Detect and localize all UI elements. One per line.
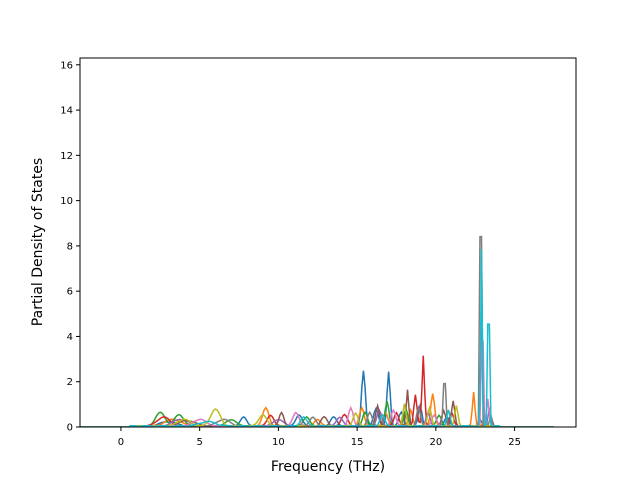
y-tick-label: 6 xyxy=(67,287,73,298)
x-tick-label: 25 xyxy=(508,437,521,448)
y-tick-label: 8 xyxy=(67,241,73,252)
plot-frame xyxy=(79,57,577,428)
y-tick-label: 12 xyxy=(60,151,73,162)
series-layer xyxy=(80,235,554,427)
y-tick-label: 4 xyxy=(67,332,73,343)
pdos-series-10 xyxy=(80,249,554,427)
x-tick-label: 5 xyxy=(196,437,202,448)
y-axis-ticks: 0 2 4 6 8 10 12 14 16 xyxy=(60,60,80,434)
x-tick-label: 15 xyxy=(351,437,364,448)
x-tick-label: 20 xyxy=(429,437,442,448)
x-tick-label: 10 xyxy=(272,437,285,448)
y-tick-label: 2 xyxy=(67,377,73,388)
x-axis-label: Frequency (THz) xyxy=(271,459,385,475)
y-tick-label: 16 xyxy=(60,60,73,71)
y-axis-label: Partial Density of States xyxy=(30,158,46,326)
x-axis-ticks: 0 5 10 15 20 25 xyxy=(118,427,521,448)
y-tick-label: 14 xyxy=(60,106,73,117)
y-tick-label: 10 xyxy=(60,196,73,207)
y-tick-label: 0 xyxy=(67,423,73,434)
x-tick-label: 0 xyxy=(118,437,124,448)
